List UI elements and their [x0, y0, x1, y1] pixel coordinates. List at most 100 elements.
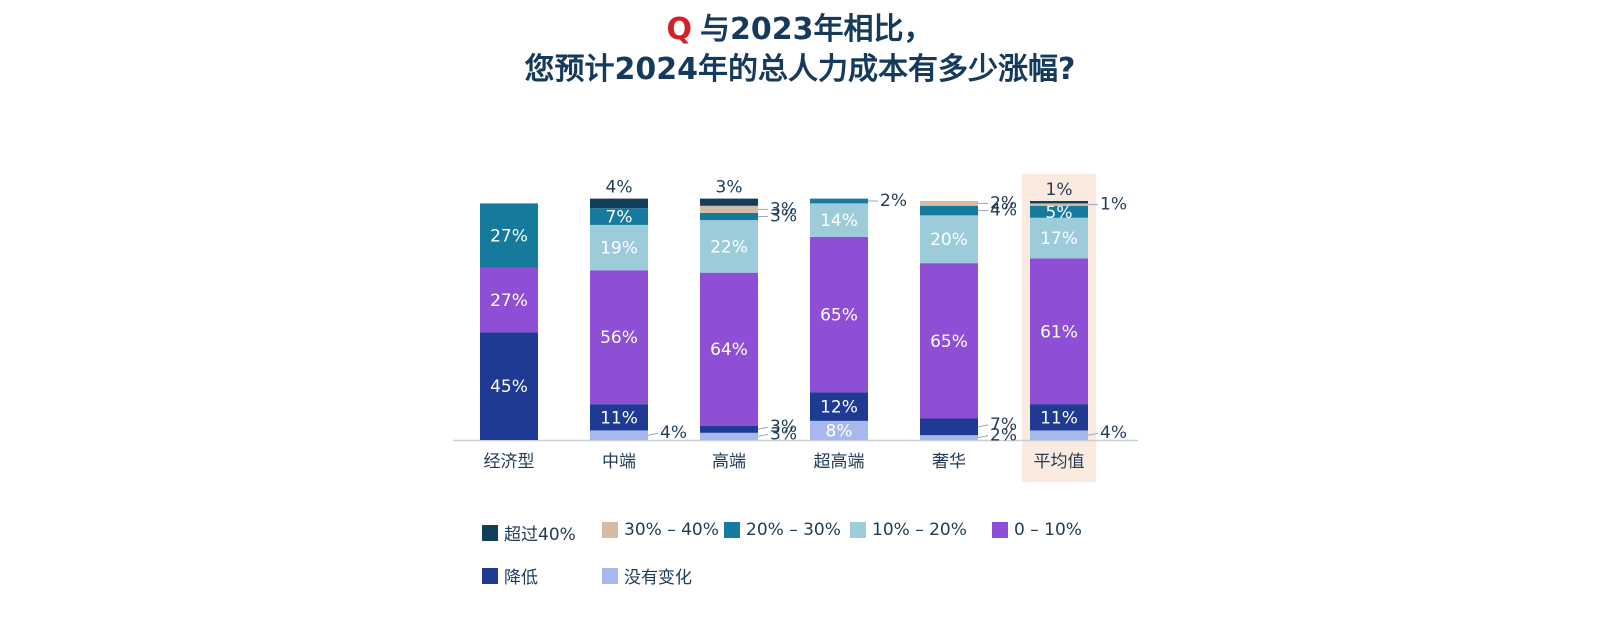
legend-item: 20% – 30%	[724, 520, 841, 540]
data-label: 14%	[820, 211, 858, 231]
bar-segment-4-4	[920, 205, 978, 216]
category-label: 平均值	[1034, 452, 1085, 472]
legend-swatch	[602, 522, 618, 538]
data-label: 7%	[990, 415, 1017, 435]
legend-item: 30% – 40%	[602, 520, 719, 540]
chart-title-line1: Q 与2023年相比，	[0, 4, 1600, 48]
bar-segment-1-1	[590, 404, 648, 431]
legend-swatch	[992, 522, 1008, 538]
bar-segment-0-2	[480, 267, 538, 333]
legend-item: 0 – 10%	[992, 520, 1082, 540]
data-label: 61%	[1040, 322, 1078, 342]
bar-segment-2-2	[700, 272, 758, 426]
legend-label: 10% – 20%	[872, 520, 967, 540]
bar-segment-4-3	[920, 215, 978, 264]
data-label: 56%	[600, 328, 638, 348]
data-label: 7%	[606, 208, 633, 228]
legend-item: 10% – 20%	[850, 520, 967, 540]
bar-segment-5-0	[1030, 430, 1088, 440]
leader-line	[757, 433, 769, 437]
data-label: 3%	[770, 199, 797, 219]
category-label: 超高端	[814, 452, 865, 472]
data-label: 27%	[490, 227, 528, 247]
bar-segment-5-3	[1030, 217, 1088, 259]
bar-segment-3-4	[810, 198, 868, 204]
data-label: 12%	[820, 398, 858, 418]
leader-line	[757, 426, 769, 430]
q-mark: Q	[666, 12, 692, 47]
data-label: 1%	[1100, 195, 1127, 215]
bar-segment-4-5	[920, 201, 978, 206]
category-label: 经济型	[484, 452, 535, 472]
bar-segment-2-4	[700, 212, 758, 221]
bar-segment-2-1	[700, 425, 758, 433]
category-label: 高端	[712, 452, 746, 472]
bar-segment-0-1	[480, 332, 538, 440]
bar-segment-1-6	[590, 198, 648, 209]
data-label: 11%	[600, 408, 638, 428]
bar-segment-3-1	[810, 392, 868, 421]
bar-segment-2-3	[700, 220, 758, 273]
data-label: 65%	[820, 306, 858, 326]
bar-segment-1-4	[590, 208, 648, 225]
data-label: 2%	[880, 191, 907, 211]
legend-swatch	[850, 522, 866, 538]
chart-title-line2: 您预计2024年的总人力成本有多少涨幅?	[524, 52, 1076, 87]
data-label: 4%	[1100, 423, 1127, 443]
bar-segment-5-5	[1030, 203, 1088, 206]
bar-segment-1-0	[590, 430, 648, 440]
data-label: 3%	[770, 417, 797, 437]
category-label: 奢华	[932, 452, 966, 472]
bar-segment-2-5	[700, 205, 758, 213]
data-label: 65%	[930, 332, 968, 352]
bar-segment-1-3	[590, 224, 648, 271]
bar-segment-3-2	[810, 236, 868, 393]
data-label: 27%	[490, 291, 528, 311]
legend-label: 0 – 10%	[1014, 520, 1082, 540]
bar-segment-4-0	[920, 435, 978, 440]
bar-segment-4-1	[920, 418, 978, 436]
legend-swatch	[724, 522, 740, 538]
data-label: 17%	[1040, 229, 1078, 249]
data-label: 4%	[660, 423, 687, 443]
legend-label: 没有变化	[624, 568, 692, 588]
bar-segment-2-0	[700, 432, 758, 440]
data-label: 8%	[826, 421, 853, 441]
leader-line	[977, 424, 989, 428]
legend-item: 超过40%	[482, 520, 576, 545]
leader-line	[1087, 432, 1099, 436]
legend-label: 超过40%	[504, 525, 576, 545]
bar-segment-5-1	[1030, 404, 1088, 431]
bar-segment-5-2	[1030, 258, 1088, 405]
legend-label: 20% – 30%	[746, 520, 841, 540]
leader-line	[977, 435, 989, 439]
bar-segment-4-2	[920, 263, 978, 419]
legend-label: 降低	[504, 568, 538, 588]
data-label: 11%	[1040, 408, 1078, 428]
data-label: 22%	[710, 237, 748, 257]
data-label: 5%	[1046, 203, 1073, 223]
data-label: 3%	[770, 424, 797, 444]
bar-segment-0-4	[480, 203, 538, 268]
data-label: 45%	[490, 377, 528, 397]
data-label: 64%	[710, 340, 748, 360]
legend-swatch	[482, 567, 498, 584]
bar-segment-2-6	[700, 198, 758, 206]
bar-segment-5-4	[1030, 205, 1088, 218]
data-label: 2%	[990, 426, 1017, 446]
data-label: 2%	[990, 193, 1017, 213]
bar-segment-3-0	[810, 420, 868, 440]
data-label: 20%	[930, 230, 968, 250]
legend-item: 没有变化	[602, 563, 692, 588]
category-label: 中端	[602, 452, 636, 472]
legend-label: 30% – 40%	[624, 520, 719, 540]
data-label: 1%	[1046, 180, 1073, 200]
legend-item: 降低	[482, 563, 538, 588]
bar-segment-3-3	[810, 203, 868, 237]
legend-swatch	[482, 524, 498, 541]
data-label: 3%	[770, 207, 797, 227]
bar-segment-5-6	[1030, 201, 1088, 204]
data-label: 4%	[606, 178, 633, 198]
chart-title-text-1: 与2023年相比，	[700, 12, 934, 47]
